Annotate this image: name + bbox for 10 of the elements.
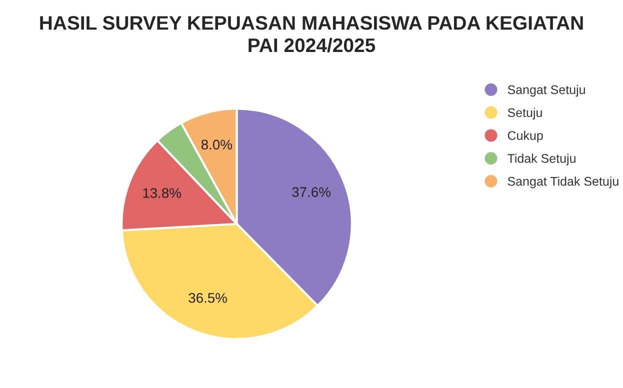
data-label: 13.8% xyxy=(143,188,182,198)
legend-label: Sangat Tidak Setuju xyxy=(508,176,618,188)
legend-label: Sangat Setuju xyxy=(508,84,585,97)
legend-label: Tidak Setuju xyxy=(508,154,576,166)
legend-label: Cukup xyxy=(508,130,543,142)
data-label: 8.0% xyxy=(201,140,232,150)
data-label: 37.6% xyxy=(292,187,330,197)
data-label: 36.5% xyxy=(188,292,227,303)
chart-title: HASIL SURVEY KEPUASAN MAHASISWA PADA KEGIATAN PAI 2024/2025 xyxy=(40,16,583,52)
legend-label: Setuju xyxy=(508,108,542,120)
